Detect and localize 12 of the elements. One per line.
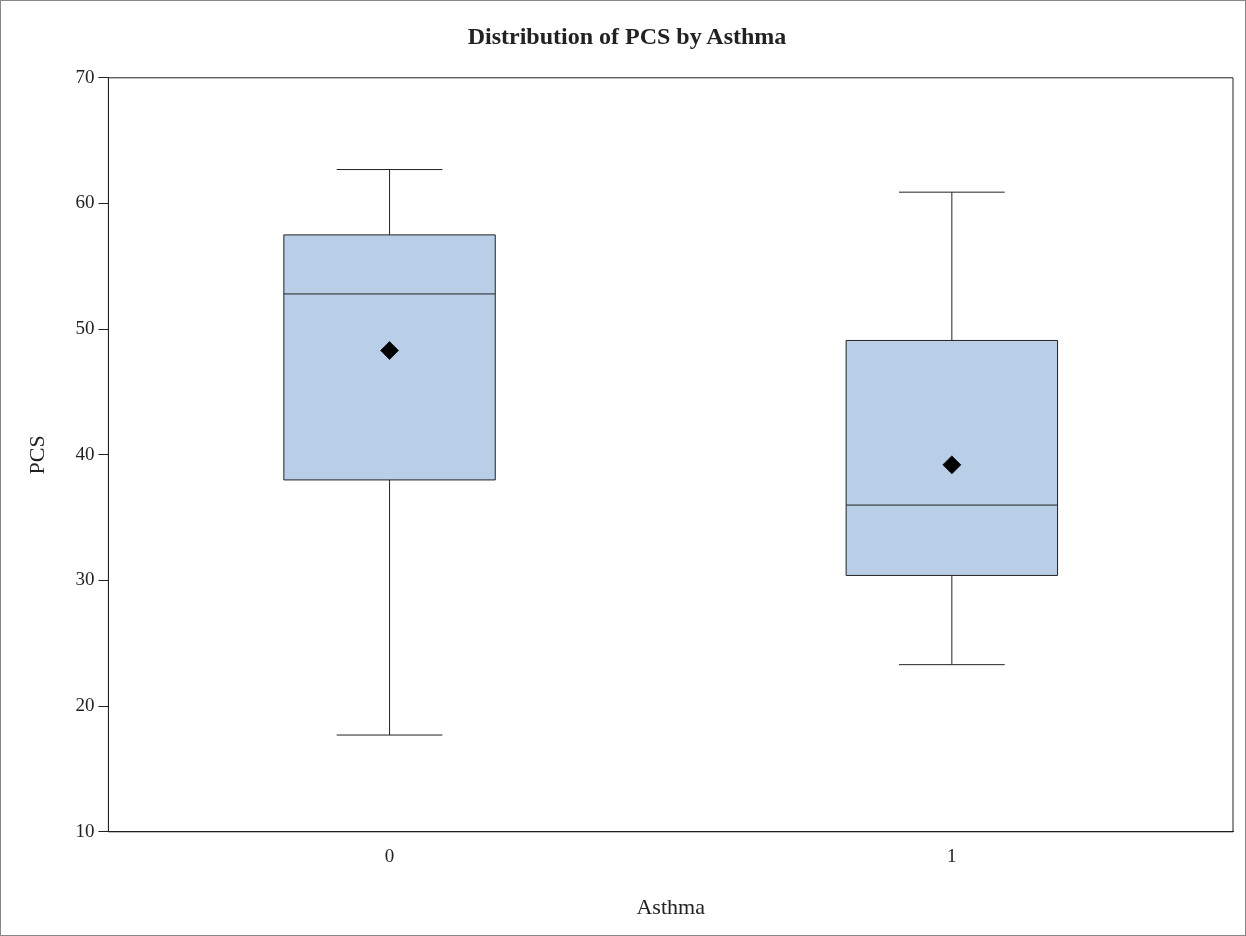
chart-title: Distribution of PCS by Asthma	[467, 22, 787, 49]
y-tick-label: 20	[75, 694, 95, 716]
x-tick-label: 1	[947, 845, 957, 867]
x-axis-title: Asthma	[636, 893, 706, 919]
y-tick-label: 70	[75, 65, 95, 87]
x-tick-label: 0	[384, 845, 395, 867]
y-tick-label: 50	[75, 317, 95, 339]
y-tick-label: 40	[75, 442, 95, 464]
y-tick-label: 30	[75, 568, 95, 590]
y-tick-label: 10	[75, 819, 95, 841]
y-tick-label: 60	[75, 191, 95, 213]
y-axis-title: PCS	[23, 435, 49, 475]
